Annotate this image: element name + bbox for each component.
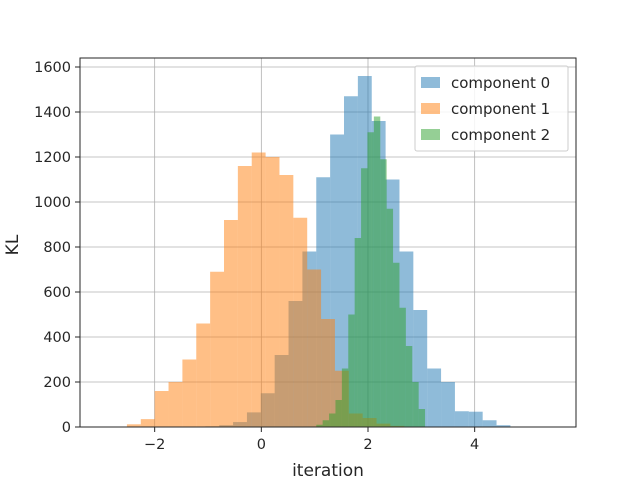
y-tick-label: 1200 [34, 150, 71, 166]
x-axis-label: iteration [292, 461, 364, 480]
x-tick-label: −2 [144, 437, 165, 453]
histogram-bar [293, 217, 308, 427]
y-axis-ticks: 0 200 400 600 800 1000 1200 1400 1600 [34, 60, 80, 436]
legend-label: component 1 [451, 100, 550, 118]
legend-label: component 0 [451, 74, 550, 92]
legend: component 0 component 1 component 2 [414, 65, 569, 152]
histogram-bar [322, 420, 330, 427]
histogram-bar [412, 382, 419, 427]
y-tick-label: 1400 [34, 105, 71, 121]
histogram-bar [427, 368, 442, 427]
histogram-bar [367, 132, 374, 427]
histogram-bar [441, 382, 455, 427]
histogram-bar [237, 166, 252, 427]
legend-label: component 2 [451, 126, 550, 144]
histogram-bar [405, 346, 413, 427]
histogram-bar [224, 220, 238, 427]
legend-swatch [421, 103, 440, 114]
y-tick-label: 200 [43, 375, 71, 391]
histogram-bar [316, 424, 323, 427]
histogram-bar [386, 208, 394, 427]
histogram-bar [482, 420, 497, 427]
y-tick-label: 1600 [34, 60, 71, 76]
y-tick-label: 400 [43, 330, 71, 346]
histogram-bars [126, 76, 511, 427]
y-tick-label: 600 [43, 285, 71, 301]
histogram-bar [496, 425, 511, 427]
histogram-bar [454, 411, 469, 427]
y-tick-label: 800 [43, 240, 71, 256]
histogram-bar [418, 409, 426, 427]
histogram-bar [393, 262, 400, 427]
series-1-bars [126, 152, 419, 427]
histogram-bar [182, 359, 197, 427]
histogram-bar [380, 159, 387, 427]
y-tick-label: 0 [62, 420, 71, 436]
histogram-bar [154, 391, 169, 427]
histogram-bar [348, 314, 355, 427]
x-axis-ticks: −2 0 2 4 [144, 427, 479, 453]
histogram-bar [468, 411, 483, 427]
series-2-bars [316, 116, 426, 427]
x-tick-label: 4 [470, 437, 479, 453]
histogram-bar [265, 157, 280, 427]
histogram-bar [329, 413, 336, 427]
histogram-bar [335, 400, 342, 427]
histogram-bar [354, 238, 362, 427]
y-tick-label: 1000 [34, 195, 71, 211]
histogram-bar [140, 419, 155, 427]
plot-frame [79, 57, 577, 428]
histogram-bar [251, 152, 266, 427]
histogram-bar [399, 307, 406, 427]
histogram-bar [279, 175, 294, 427]
histogram-bar [168, 382, 183, 427]
histogram-bar [196, 323, 211, 427]
histogram-bar [341, 368, 349, 427]
legend-swatch [421, 77, 440, 88]
histogram-bar [373, 116, 381, 427]
legend-box [414, 65, 569, 152]
histogram-bar [361, 168, 368, 427]
y-axis-label: KL [3, 234, 23, 255]
histogram-bar [307, 269, 322, 427]
histogram-bar [321, 319, 335, 427]
x-tick-label: 0 [257, 437, 266, 453]
histogram-bar [126, 424, 141, 427]
x-tick-label: 2 [363, 437, 372, 453]
legend-swatch [421, 129, 440, 140]
histogram-bar [210, 271, 224, 427]
